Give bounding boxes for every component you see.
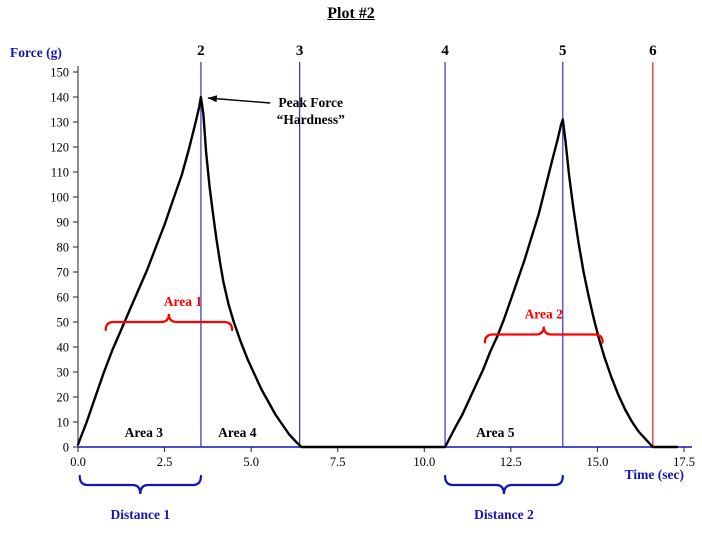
y-tick-label: 70: [57, 266, 70, 280]
y-tick-label: 100: [50, 191, 69, 205]
peak-annotation-line2: “Hardness”: [277, 112, 346, 127]
y-tick-label: 120: [50, 141, 69, 155]
y-tick-label: 10: [57, 416, 70, 430]
marker-label-6: 6: [649, 43, 657, 59]
y-tick-label: 40: [57, 341, 70, 355]
area-zone-label: Area 5: [476, 425, 515, 440]
x-tick-label: 17.5: [673, 455, 695, 469]
distance-brace: [443, 474, 564, 495]
peak-annotation-line1: Peak Force: [278, 95, 343, 110]
area-brace: [104, 313, 234, 332]
force-curve: [76, 95, 679, 449]
x-tick-label: 12.5: [500, 455, 522, 469]
distance-brace-label: Distance 2: [474, 507, 534, 522]
area-brace-label: Area 1: [164, 294, 203, 309]
peak-annotation-arrow-line: [207, 97, 271, 104]
y-tick-label: 150: [50, 66, 69, 80]
y-tick-label: 0: [63, 441, 69, 455]
marker-label-4: 4: [441, 43, 449, 59]
y-tick-label: 80: [57, 241, 70, 255]
distance-brace: [78, 474, 203, 495]
area-brace: [483, 326, 604, 344]
peak-annotation-arrowhead: [207, 95, 218, 103]
area-brace-label: Area 2: [525, 307, 564, 322]
y-tick-label: 30: [57, 366, 70, 380]
x-tick-label: 2.5: [157, 455, 173, 469]
x-tick-label: 10.0: [413, 455, 435, 469]
area-zone-label: Area 3: [125, 425, 164, 440]
y-tick-label: 60: [57, 291, 70, 305]
marker-label-2: 2: [197, 43, 205, 59]
y-tick-label: 110: [51, 166, 69, 180]
x-tick-label: 15.0: [586, 455, 608, 469]
distance-brace-label: Distance 1: [111, 507, 171, 522]
chart-title: Plot #2: [327, 5, 375, 22]
x-tick-label: 7.5: [330, 455, 346, 469]
x-tick-label: 5.0: [243, 455, 259, 469]
marker-label-3: 3: [296, 43, 304, 59]
y-tick-label: 130: [50, 116, 69, 130]
y-axis-label: Force (g): [10, 45, 62, 60]
x-axis-label: Time (sec): [624, 467, 684, 482]
x-tick-label: 0.0: [70, 455, 86, 469]
area-zone-label: Area 4: [218, 425, 257, 440]
y-tick-label: 90: [57, 216, 70, 230]
marker-label-5: 5: [559, 43, 567, 59]
y-tick-label: 20: [57, 391, 70, 405]
y-tick-label: 140: [50, 91, 69, 105]
y-tick-label: 50: [57, 316, 70, 330]
